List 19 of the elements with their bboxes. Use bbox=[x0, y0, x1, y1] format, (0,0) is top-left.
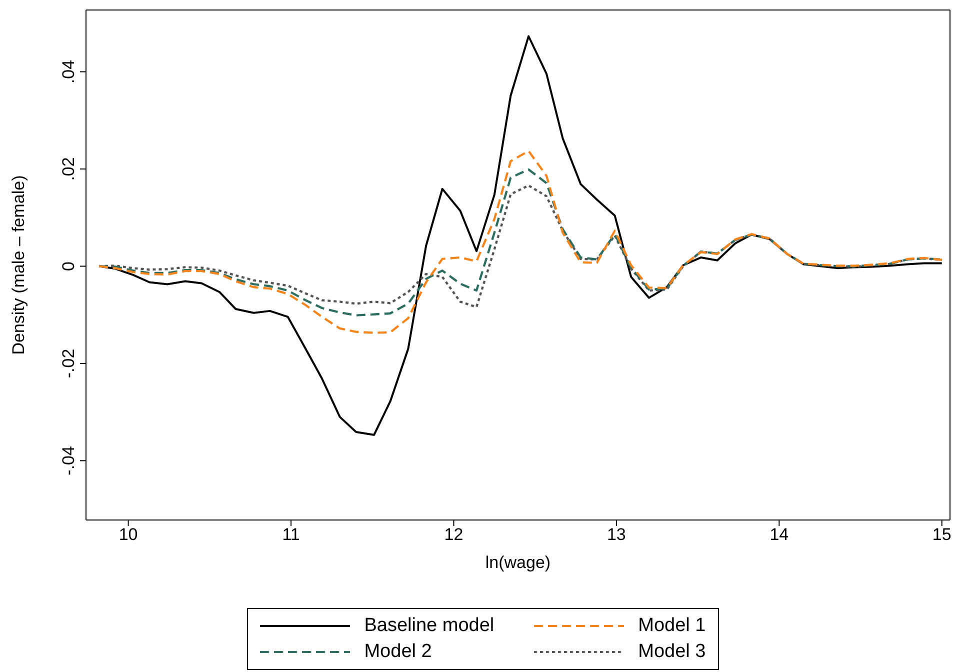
y-tick-label: 0 bbox=[59, 261, 78, 271]
y-tick-label: -.02 bbox=[59, 348, 78, 378]
x-tick-label: 12 bbox=[444, 525, 464, 544]
line-series bbox=[98, 168, 943, 316]
y-tick-label: -.04 bbox=[59, 446, 78, 476]
x-axis-title: ln(wage) bbox=[485, 553, 551, 572]
legend-label: Model 3 bbox=[638, 641, 706, 663]
x-tick-label: 15 bbox=[932, 525, 952, 544]
legend-label: Baseline model bbox=[364, 615, 494, 637]
legend-label: Model 1 bbox=[638, 615, 706, 637]
y-axis-title: Density (male – female) bbox=[9, 175, 28, 355]
x-tick-label: 14 bbox=[770, 525, 789, 544]
x-tick-label: 13 bbox=[606, 525, 626, 544]
y-tick-label: .02 bbox=[59, 157, 78, 181]
legend-label: Model 2 bbox=[364, 641, 432, 663]
line-series bbox=[98, 150, 943, 334]
x-tick-label: 11 bbox=[282, 525, 300, 544]
y-tick-label: .04 bbox=[59, 60, 78, 84]
x-tick-label: 10 bbox=[118, 525, 138, 544]
